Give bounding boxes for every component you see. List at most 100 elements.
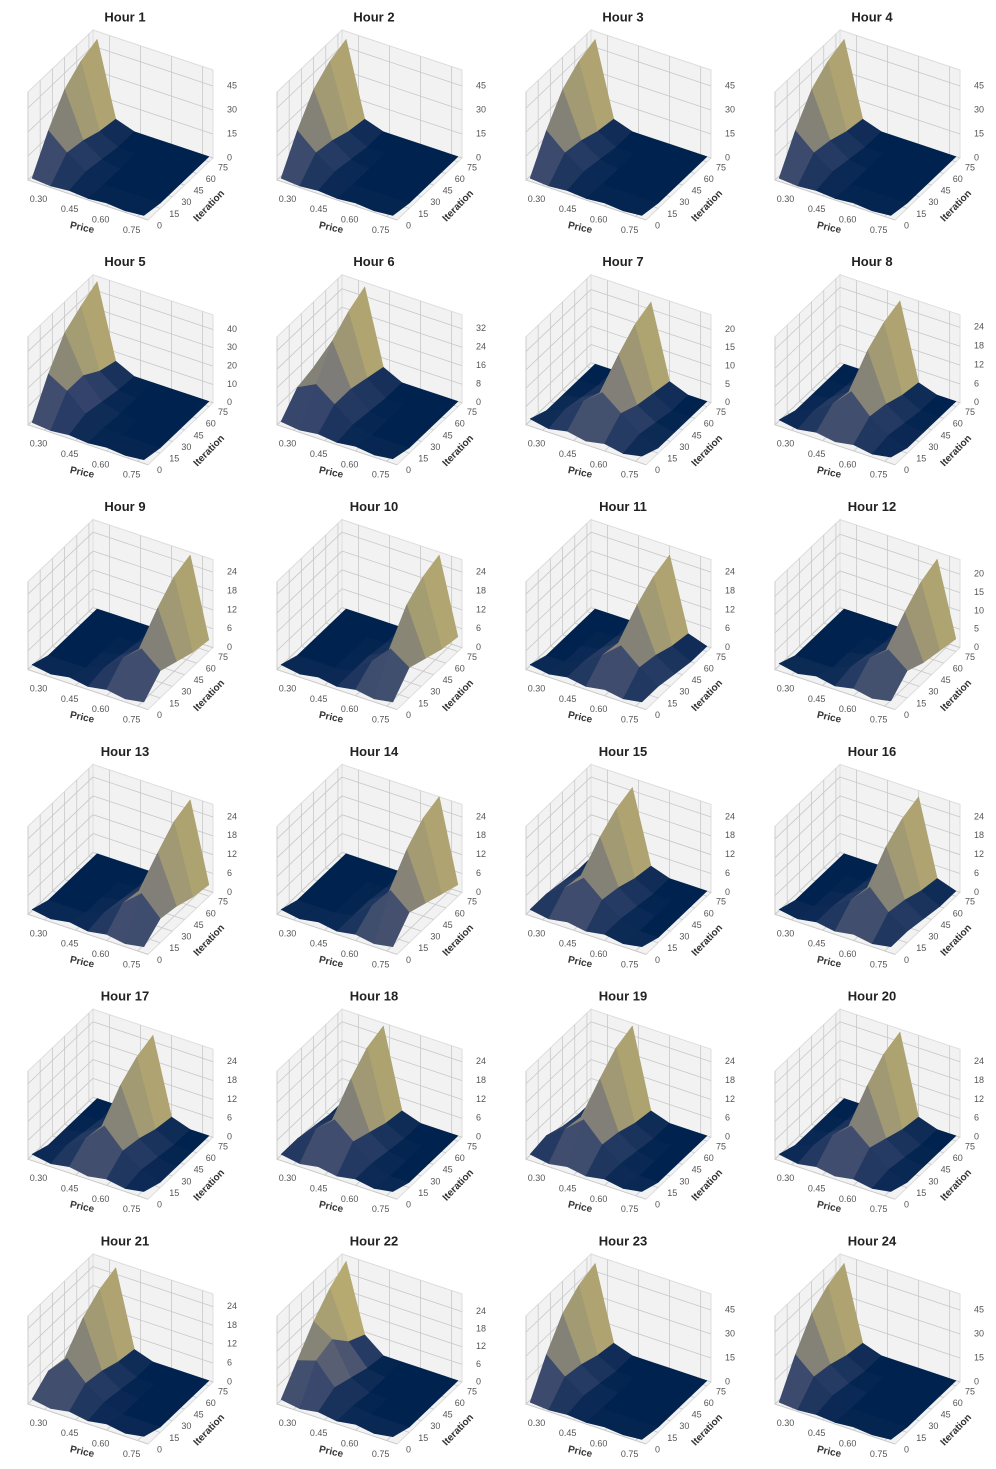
x-tick-label: 0.75 (870, 225, 888, 235)
y-tick-label: 60 (953, 419, 963, 429)
x-tick-label: 0.30 (528, 928, 546, 938)
grid-line (27, 814, 94, 877)
x-axis-label: Price (69, 220, 96, 236)
surface-patch (622, 667, 659, 703)
grid-line (590, 795, 712, 837)
y-tick-label: 0 (157, 955, 162, 965)
y-tick-label: 0 (904, 710, 909, 720)
x-axis-label: Price (318, 220, 345, 236)
x-tick-label: 0.45 (808, 449, 826, 459)
grid-line (27, 1059, 94, 1122)
z-tick-label: 6 (725, 623, 730, 633)
grid-line (92, 93, 214, 135)
panel-title: Hour 15 (599, 744, 647, 759)
grid-line (276, 179, 398, 221)
grid-line (525, 1040, 592, 1103)
grid-line (774, 1096, 841, 1160)
y-tick-label: 30 (928, 687, 938, 697)
grid-line (276, 569, 343, 633)
grid-line (525, 1269, 592, 1333)
z-tick-label: 30 (974, 1328, 984, 1338)
y-tick-label: 30 (679, 1176, 689, 1186)
y-tick-label: 75 (965, 1141, 975, 1151)
x-tick-label: 0.45 (61, 449, 79, 459)
grid-line (27, 1021, 94, 1085)
y-tick-label: 15 (667, 698, 677, 708)
x-tick-label: 0.30 (528, 1173, 546, 1183)
z-tick-label: 15 (974, 128, 984, 138)
y-tick-label: 0 (406, 220, 411, 230)
grid-line (774, 533, 841, 597)
z-tick-label: 30 (476, 104, 486, 114)
z-tick-label: 24 (227, 567, 237, 577)
y-tick-label: 0 (406, 1200, 411, 1210)
panel-title: Hour 8 (851, 254, 892, 269)
x-tick-label: 0.30 (279, 439, 297, 449)
z-tick-label: 0 (974, 152, 979, 162)
grid-line (590, 1293, 712, 1335)
x-axis-label: Price (816, 955, 843, 971)
x-axis-label: Price (318, 465, 345, 481)
x-tick-label: 0.45 (808, 939, 826, 949)
y-tick-label: 0 (655, 1444, 660, 1454)
x-axis-label: Price (69, 1199, 96, 1215)
y-tick-label: 75 (716, 1386, 726, 1396)
x-tick-label: 0.75 (870, 715, 888, 725)
grid-line (774, 1078, 841, 1141)
x-axis-label: Price (816, 710, 843, 726)
grid-line (590, 69, 712, 111)
z-tick-label: 10 (974, 605, 984, 615)
x-tick-label: 0.60 (590, 1439, 608, 1449)
x-tick-label: 0.60 (92, 949, 110, 959)
surface-patch (373, 1420, 410, 1438)
y-tick-label: 75 (965, 897, 975, 907)
x-tick-label: 0.75 (621, 1204, 639, 1214)
panel-title: Hour 17 (101, 989, 149, 1004)
z-tick-label: 30 (725, 104, 735, 114)
x-tick-label: 0.45 (559, 449, 577, 459)
x-tick-label: 0.60 (341, 215, 359, 225)
y-tick-label: 75 (716, 162, 726, 172)
grid-line (276, 852, 343, 915)
z-tick-label: 18 (227, 1320, 237, 1330)
grid-line (590, 93, 712, 135)
x-tick-label: 0.30 (30, 683, 48, 693)
y-tick-label: 75 (467, 162, 477, 172)
grid-line (27, 607, 94, 670)
grid-line (276, 531, 343, 595)
y-tick-label: 75 (467, 1141, 477, 1151)
y-tick-label: 60 (704, 663, 714, 673)
z-tick-label: 24 (725, 567, 735, 577)
grid-line (839, 69, 961, 111)
panel-title: Hour 16 (848, 744, 896, 759)
y-tick-label: 75 (218, 1141, 228, 1151)
grid-line (525, 1021, 592, 1085)
grid-line (276, 776, 343, 840)
grid-line (774, 669, 896, 710)
grid-line (590, 1040, 712, 1082)
grid-line (92, 531, 214, 573)
y-tick-label: 60 (455, 663, 465, 673)
z-tick-label: 12 (725, 849, 735, 859)
x-tick-label: 0.60 (341, 1194, 359, 1204)
grid-line (27, 1158, 149, 1200)
panel-title: Hour 18 (350, 989, 398, 1004)
z-tick-label: 0 (725, 397, 730, 407)
grid-line (525, 550, 592, 614)
y-tick-label: 60 (455, 1398, 465, 1408)
y-tick-label: 30 (679, 687, 689, 697)
z-tick-label: 0 (974, 642, 979, 652)
grid-line (774, 1269, 841, 1333)
y-tick-label: 30 (181, 932, 191, 942)
grid-line (341, 1021, 463, 1063)
z-tick-label: 0 (227, 887, 232, 897)
y-tick-label: 0 (655, 1200, 660, 1210)
y-tick-label: 75 (965, 162, 975, 172)
grid-line (27, 776, 94, 840)
y-tick-label: 75 (716, 1141, 726, 1151)
grid-line (774, 343, 841, 407)
y-tick-label: 0 (157, 465, 162, 475)
x-tick-label: 0.75 (621, 715, 639, 725)
z-tick-label: 18 (227, 1075, 237, 1085)
grid-line (27, 424, 149, 466)
